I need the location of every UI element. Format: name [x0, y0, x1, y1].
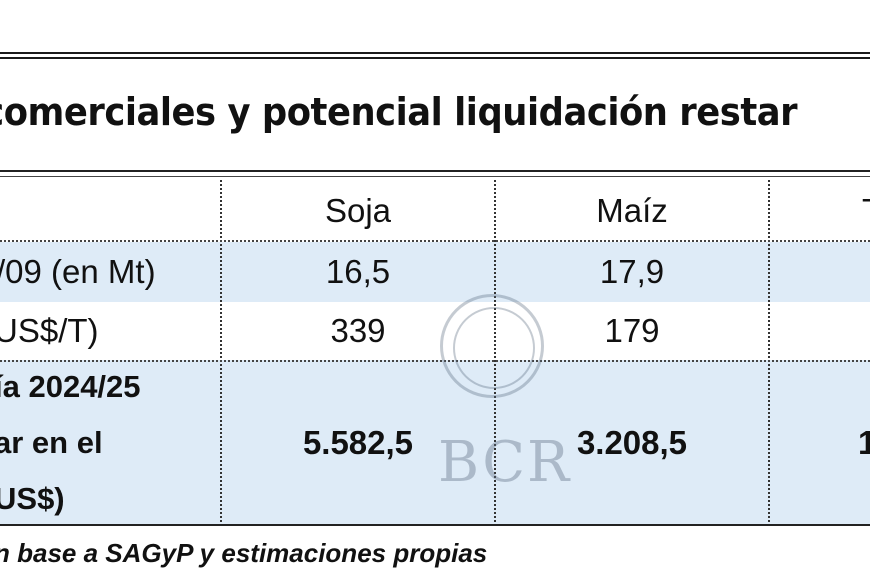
- table-bottom-border: [0, 524, 870, 526]
- column-header-trigo: T: [770, 180, 870, 242]
- row-label-line: ar en el: [0, 425, 103, 460]
- cell-value: 16,5: [325, 253, 391, 290]
- cell-value: 5.582,5: [302, 424, 414, 461]
- row-divider: [0, 240, 870, 242]
- table-top-border-inner: [0, 176, 870, 177]
- source-note: n base a SAGyP y estimaciones propias: [0, 538, 488, 568]
- row-label-line: ía 2024/25: [0, 369, 141, 404]
- top-rule: [0, 52, 870, 59]
- column-header-soja: Soja: [324, 192, 392, 229]
- table-header-row: Soja Maíz T: [0, 180, 870, 242]
- row-divider: [0, 360, 870, 362]
- table-row: US$/T) 339 179: [0, 302, 870, 360]
- row-label: US$/T): [0, 312, 99, 349]
- title-text: comerciales y potencial liquidación rest…: [0, 90, 798, 134]
- cell-value: 179: [604, 312, 660, 349]
- cell-value: 17,9: [599, 253, 665, 290]
- row-label: /09 (en Mt): [0, 253, 156, 290]
- column-divider: [768, 180, 770, 526]
- cell-value: [770, 242, 870, 302]
- table-row: /09 (en Mt) 16,5 17,9: [0, 242, 870, 302]
- column-header-maiz: Maíz: [596, 192, 668, 229]
- data-table: Soja Maíz T /09 (en Mt) 16,5 17,9 US$/T)…: [0, 170, 870, 526]
- table-title: comerciales y potencial liquidación rest…: [0, 86, 809, 150]
- cell-value: 1: [858, 424, 870, 461]
- row-label: ía 2024/25 ar en el US$): [0, 360, 219, 526]
- cell-value: [770, 302, 870, 360]
- watermark-logo: BCR: [438, 430, 572, 495]
- cell-value: 3.208,5: [576, 424, 688, 461]
- seal-logo-icon: [440, 294, 544, 398]
- table-top-border: [0, 170, 870, 172]
- column-divider: [220, 180, 222, 526]
- table-row: ía 2024/25 ar en el US$) 5.582,5 3.208,5…: [0, 360, 870, 526]
- row-label-line: US$): [0, 481, 65, 516]
- cell-value: 339: [330, 312, 386, 349]
